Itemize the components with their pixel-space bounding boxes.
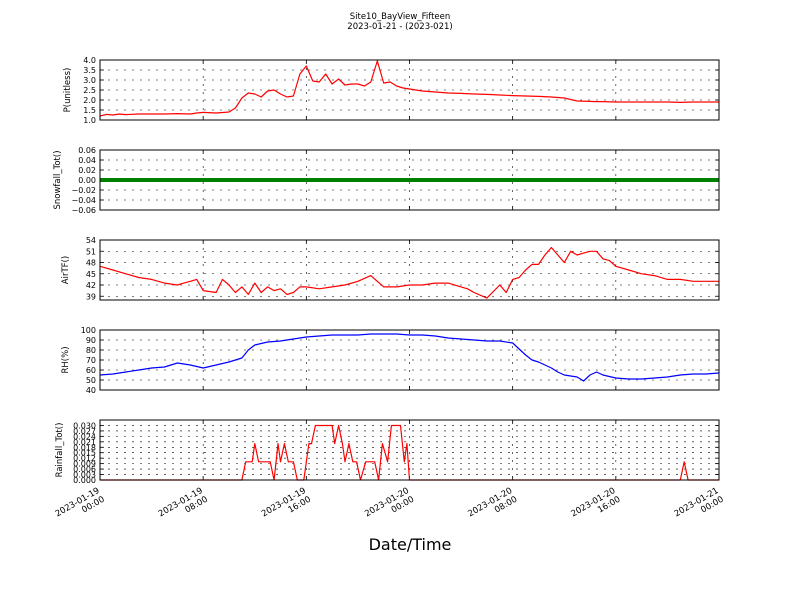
y-tick-label: 0.02 (78, 166, 96, 175)
y-tick-label: 51 (86, 247, 96, 256)
y-tick-label: 54 (86, 236, 96, 245)
y-tick-label: −0.02 (71, 186, 96, 195)
y-tick-label: 60 (86, 366, 96, 375)
y-tick-label: 3.0 (83, 76, 96, 85)
y-tick-label: 0.000 (73, 476, 96, 485)
plot-frame (99, 59, 720, 121)
plot-frame (99, 329, 720, 391)
y-tick-label: 39 (86, 292, 96, 301)
plot-frame (99, 149, 720, 211)
chart-panel-1: 1.01.52.02.53.03.54.0 P(unitless) (63, 56, 720, 125)
series-line (99, 60, 719, 117)
y-tick-label: 2.5 (83, 86, 96, 95)
y-tick-label: 0.027 (73, 427, 96, 436)
y-axis-label: Snowfall_Tot() (53, 150, 63, 209)
y-tick-label: 0.003 (73, 471, 96, 480)
y-tick-label: 42 (86, 281, 96, 290)
y-tick-label: −0.06 (71, 206, 96, 215)
y-tick-label: 2.0 (83, 96, 96, 105)
y-tick-label: 0.015 (73, 449, 96, 458)
y-tick-label: 1.0 (83, 116, 96, 125)
y-axis-label: P(unitless) (63, 68, 73, 113)
y-tick-label: 4.0 (83, 56, 96, 65)
chart-title-line2: 2023-01-21 - (2023-021) (347, 22, 452, 32)
y-tick-label: 0.030 (73, 421, 96, 430)
y-tick-label: 1.5 (83, 106, 96, 115)
y-tick-label: 0.00 (78, 176, 96, 185)
x-axis-label: Date/Time (369, 535, 452, 554)
y-tick-label: 0.009 (73, 460, 96, 469)
y-tick-label: 0.021 (73, 438, 96, 447)
y-axis-label: AirTF() (61, 256, 71, 284)
chart-panel-2: −0.06−0.04−0.020.000.020.040.06 Snowfall_… (53, 146, 720, 215)
y-axis-label: Rainfall_Tot() (55, 423, 65, 478)
y-tick-label: 0.024 (73, 432, 96, 441)
y-tick-label: 90 (86, 336, 96, 345)
panels: 1.01.52.02.53.03.54.0P(unitless)−0.06−0.… (53, 56, 726, 519)
y-tick-label: 0.006 (73, 465, 96, 474)
y-tick-label: −0.04 (71, 196, 96, 205)
series-line (99, 333, 720, 382)
y-tick-label: 48 (86, 259, 96, 268)
chart-panel-5: 0.0000.0030.0060.0090.0120.0150.0180.021… (55, 419, 720, 485)
plot-frame (99, 419, 720, 481)
y-tick-label: 0.012 (73, 454, 96, 463)
series-line (99, 246, 719, 299)
plot-frame (99, 239, 720, 301)
y-tick-label: 100 (81, 326, 96, 335)
y-tick-label: 50 (86, 376, 96, 385)
y-tick-label: 80 (86, 346, 96, 355)
y-tick-label: 40 (86, 386, 96, 395)
y-tick-label: 3.5 (83, 66, 96, 75)
y-tick-label: 0.04 (78, 156, 96, 165)
chart-panel-3: 39 42 45 48 51 54 AirTF() (61, 236, 720, 301)
y-tick-label: 0.018 (73, 443, 96, 452)
chart-title-line1: Site10_BayView_Fifteen (350, 12, 451, 22)
y-axis-label: RH(%) (61, 346, 71, 373)
y-tick-label: 70 (86, 356, 96, 365)
y-tick-label: 0.06 (78, 146, 96, 155)
y-tick-label: 45 (86, 270, 96, 279)
